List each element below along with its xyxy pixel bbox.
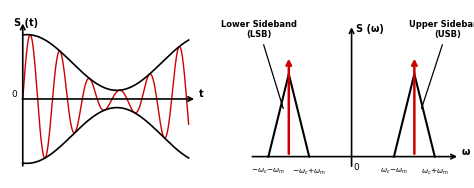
Text: Lower Sideband
(LSB): Lower Sideband (LSB) xyxy=(221,20,297,108)
Text: $\omega_c\!+\!\omega_m$: $\omega_c\!+\!\omega_m$ xyxy=(420,167,449,177)
Text: Upper Sideband
(USB): Upper Sideband (USB) xyxy=(410,20,474,108)
Text: ω: ω xyxy=(462,147,470,158)
Text: $-\omega_c\!+\!\omega_m$: $-\omega_c\!+\!\omega_m$ xyxy=(292,167,326,177)
Text: 0: 0 xyxy=(11,90,17,99)
Text: $-\omega_c\!-\!\omega_m$: $-\omega_c\!-\!\omega_m$ xyxy=(251,167,285,176)
Text: S (ω): S (ω) xyxy=(356,24,383,33)
Text: S (t): S (t) xyxy=(15,18,38,28)
Text: 0: 0 xyxy=(354,163,359,172)
Text: t: t xyxy=(199,89,203,99)
Text: $\omega_c\!-\!\omega_m$: $\omega_c\!-\!\omega_m$ xyxy=(380,167,408,176)
